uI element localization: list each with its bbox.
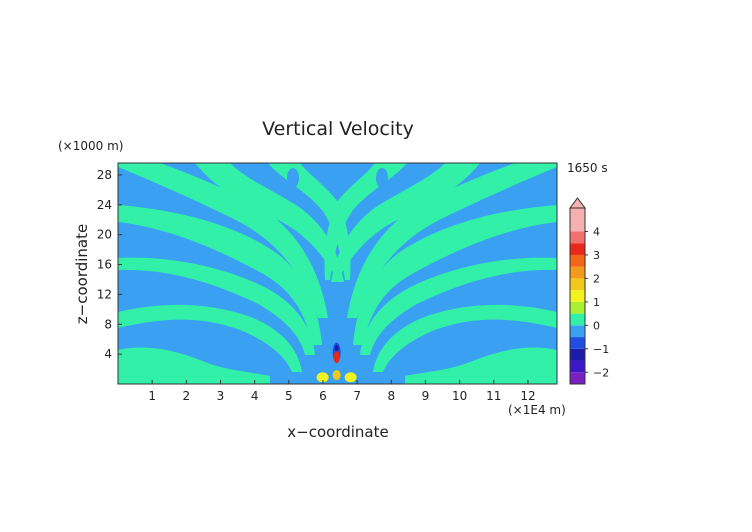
positive-streak xyxy=(373,304,557,372)
positive-streak xyxy=(353,205,557,345)
x-tick-label: 12 xyxy=(520,389,535,403)
colorbar: 4 3 2 1 0 −1 −2 xyxy=(569,197,609,385)
colorbar-tick-label: −1 xyxy=(593,343,609,356)
y-tick-label: 4 xyxy=(104,347,112,361)
positive-streak xyxy=(118,163,328,318)
colorbar-band xyxy=(570,337,585,349)
y-unit-label: (×1000 m) xyxy=(58,139,123,153)
x-tick-label: 3 xyxy=(217,389,225,403)
colorbar-tick-label: 4 xyxy=(593,225,600,238)
colorbar-band xyxy=(570,243,585,255)
colorbar-frame xyxy=(569,207,586,385)
plot-frame xyxy=(117,162,558,385)
y-tick-label: 20 xyxy=(97,228,112,242)
colorbar-tick-label: 0 xyxy=(593,319,600,332)
velocity-field xyxy=(118,163,557,384)
colorbar-band xyxy=(570,290,585,302)
colorbar-arrow xyxy=(569,197,586,209)
chart-title: Vertical Velocity xyxy=(262,118,414,140)
source-core xyxy=(316,342,357,383)
colorbar-tick-label: 3 xyxy=(593,249,600,262)
core-contour xyxy=(332,370,341,381)
core-contour xyxy=(328,362,335,371)
negative-patch xyxy=(316,163,360,176)
x-tick-label: 9 xyxy=(422,389,430,403)
x-tick-label: 10 xyxy=(452,389,467,403)
core-contour xyxy=(334,345,339,352)
positive-streak xyxy=(118,304,302,372)
negative-patches xyxy=(287,163,388,188)
positive-streak xyxy=(118,257,315,355)
positive-streak xyxy=(347,163,557,318)
negative-patch xyxy=(376,168,388,188)
core-contour xyxy=(344,372,357,383)
x-ticks: 1 2 3 4 5 6 7 8 9 10 11 12 xyxy=(148,380,536,403)
colorbar-band xyxy=(570,372,585,384)
x-tick-label: 5 xyxy=(285,389,293,403)
colorbar-band xyxy=(570,325,585,338)
y-tick-label: 8 xyxy=(104,317,112,331)
colorbar-band xyxy=(570,254,585,267)
x-tick-label: 1 xyxy=(148,389,156,403)
colorbar-tick-label: 2 xyxy=(593,272,600,285)
colorbar-band xyxy=(570,301,585,314)
positive-streak xyxy=(195,163,344,282)
positive-streak xyxy=(324,163,407,280)
y-tick-label: 12 xyxy=(97,287,112,301)
positive-streak xyxy=(405,347,557,384)
colorbar-tick-label: −2 xyxy=(593,366,609,379)
colorbar-band xyxy=(570,348,585,361)
positive-streak xyxy=(118,347,270,384)
y-tick-label: 16 xyxy=(97,258,112,272)
x-tick-label: 2 xyxy=(183,389,191,403)
colorbar-band xyxy=(570,313,585,326)
positive-streak xyxy=(360,257,557,355)
y-tick-label: 28 xyxy=(97,168,112,182)
negative-patch xyxy=(287,168,299,188)
positive-streak xyxy=(118,205,322,345)
x-unit-label: (×1E4 m) xyxy=(508,403,566,417)
y-axis-label: z−coordinate xyxy=(73,224,91,324)
positive-streak xyxy=(331,163,480,282)
y-ticks: 4 8 12 16 20 24 28 xyxy=(97,168,122,361)
x-tick-label: 7 xyxy=(353,389,361,403)
y-tick-label: 24 xyxy=(97,198,112,212)
colorbar-band xyxy=(570,208,585,232)
x-axis-label: x−coordinate xyxy=(287,423,388,441)
colorbar-band xyxy=(570,278,585,291)
colorbar-band xyxy=(570,360,585,373)
x-tick-label: 4 xyxy=(251,389,259,403)
colorbar-band xyxy=(570,231,585,244)
positive-streaks xyxy=(118,163,557,384)
x-tick-label: 11 xyxy=(486,389,501,403)
core-contour xyxy=(333,351,340,364)
core-contour xyxy=(338,362,345,371)
colorbar-tick-label: 1 xyxy=(593,296,600,309)
colorbar-band xyxy=(570,266,585,279)
x-tick-label: 6 xyxy=(319,389,327,403)
core-contour xyxy=(316,372,329,383)
time-label: 1650 s xyxy=(567,161,608,175)
x-tick-label: 8 xyxy=(387,389,395,403)
